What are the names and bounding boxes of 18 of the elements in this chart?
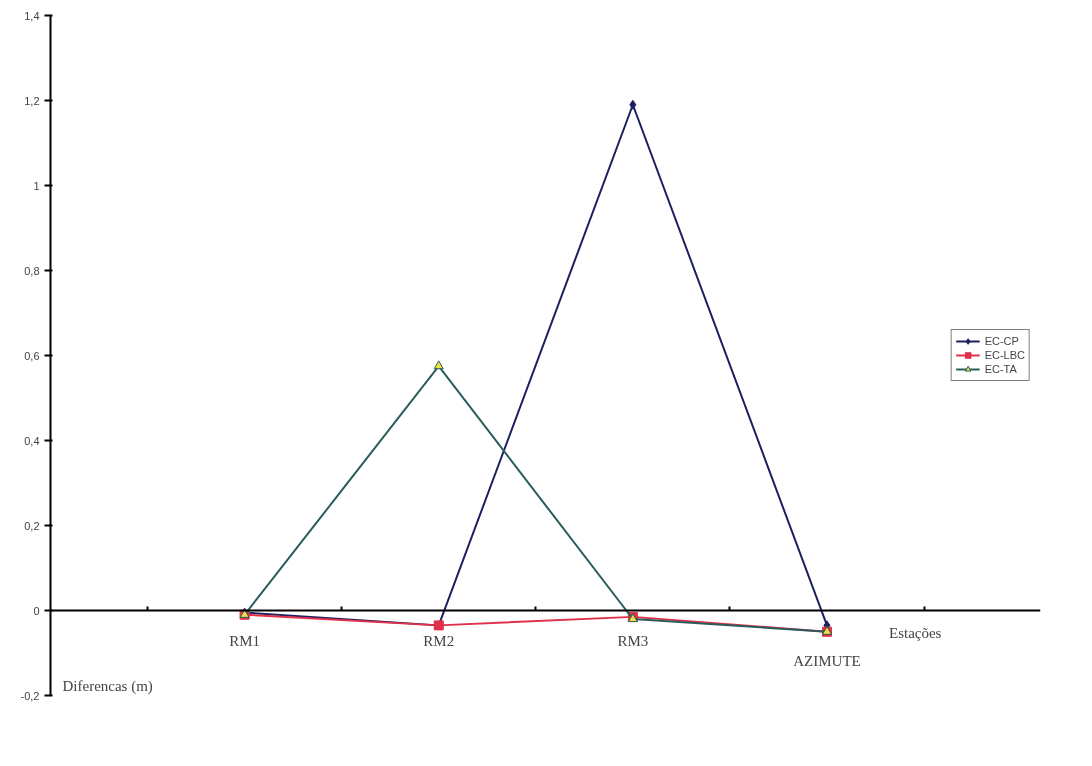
y-tick-label: -0,2	[20, 689, 40, 702]
y-axis-title: Diferencas (m)	[62, 677, 153, 695]
x-axis-title: Estações	[888, 624, 942, 641]
x-tick-label: RM2	[423, 632, 455, 649]
x-tick-label: RM3	[617, 632, 649, 649]
y-tick-label: 0,6	[24, 349, 40, 362]
legend-label: EC-TA	[984, 362, 1017, 376]
x-tick-label: AZIMUTE	[793, 652, 861, 669]
x-tick-label: RM1	[229, 632, 261, 649]
y-tick-label: 0	[33, 604, 40, 617]
y-tick-label: 1	[33, 179, 40, 192]
y-tick-label: 0,2	[24, 519, 40, 532]
legend-label: EC-LBC	[984, 348, 1025, 362]
y-tick-label: 1,2	[24, 94, 40, 107]
y-tick-label: 0,4	[24, 434, 40, 447]
legend-label: EC-CP	[984, 334, 1019, 348]
y-tick-label: 0,8	[24, 264, 40, 277]
y-tick-label: 1,4	[24, 9, 40, 22]
